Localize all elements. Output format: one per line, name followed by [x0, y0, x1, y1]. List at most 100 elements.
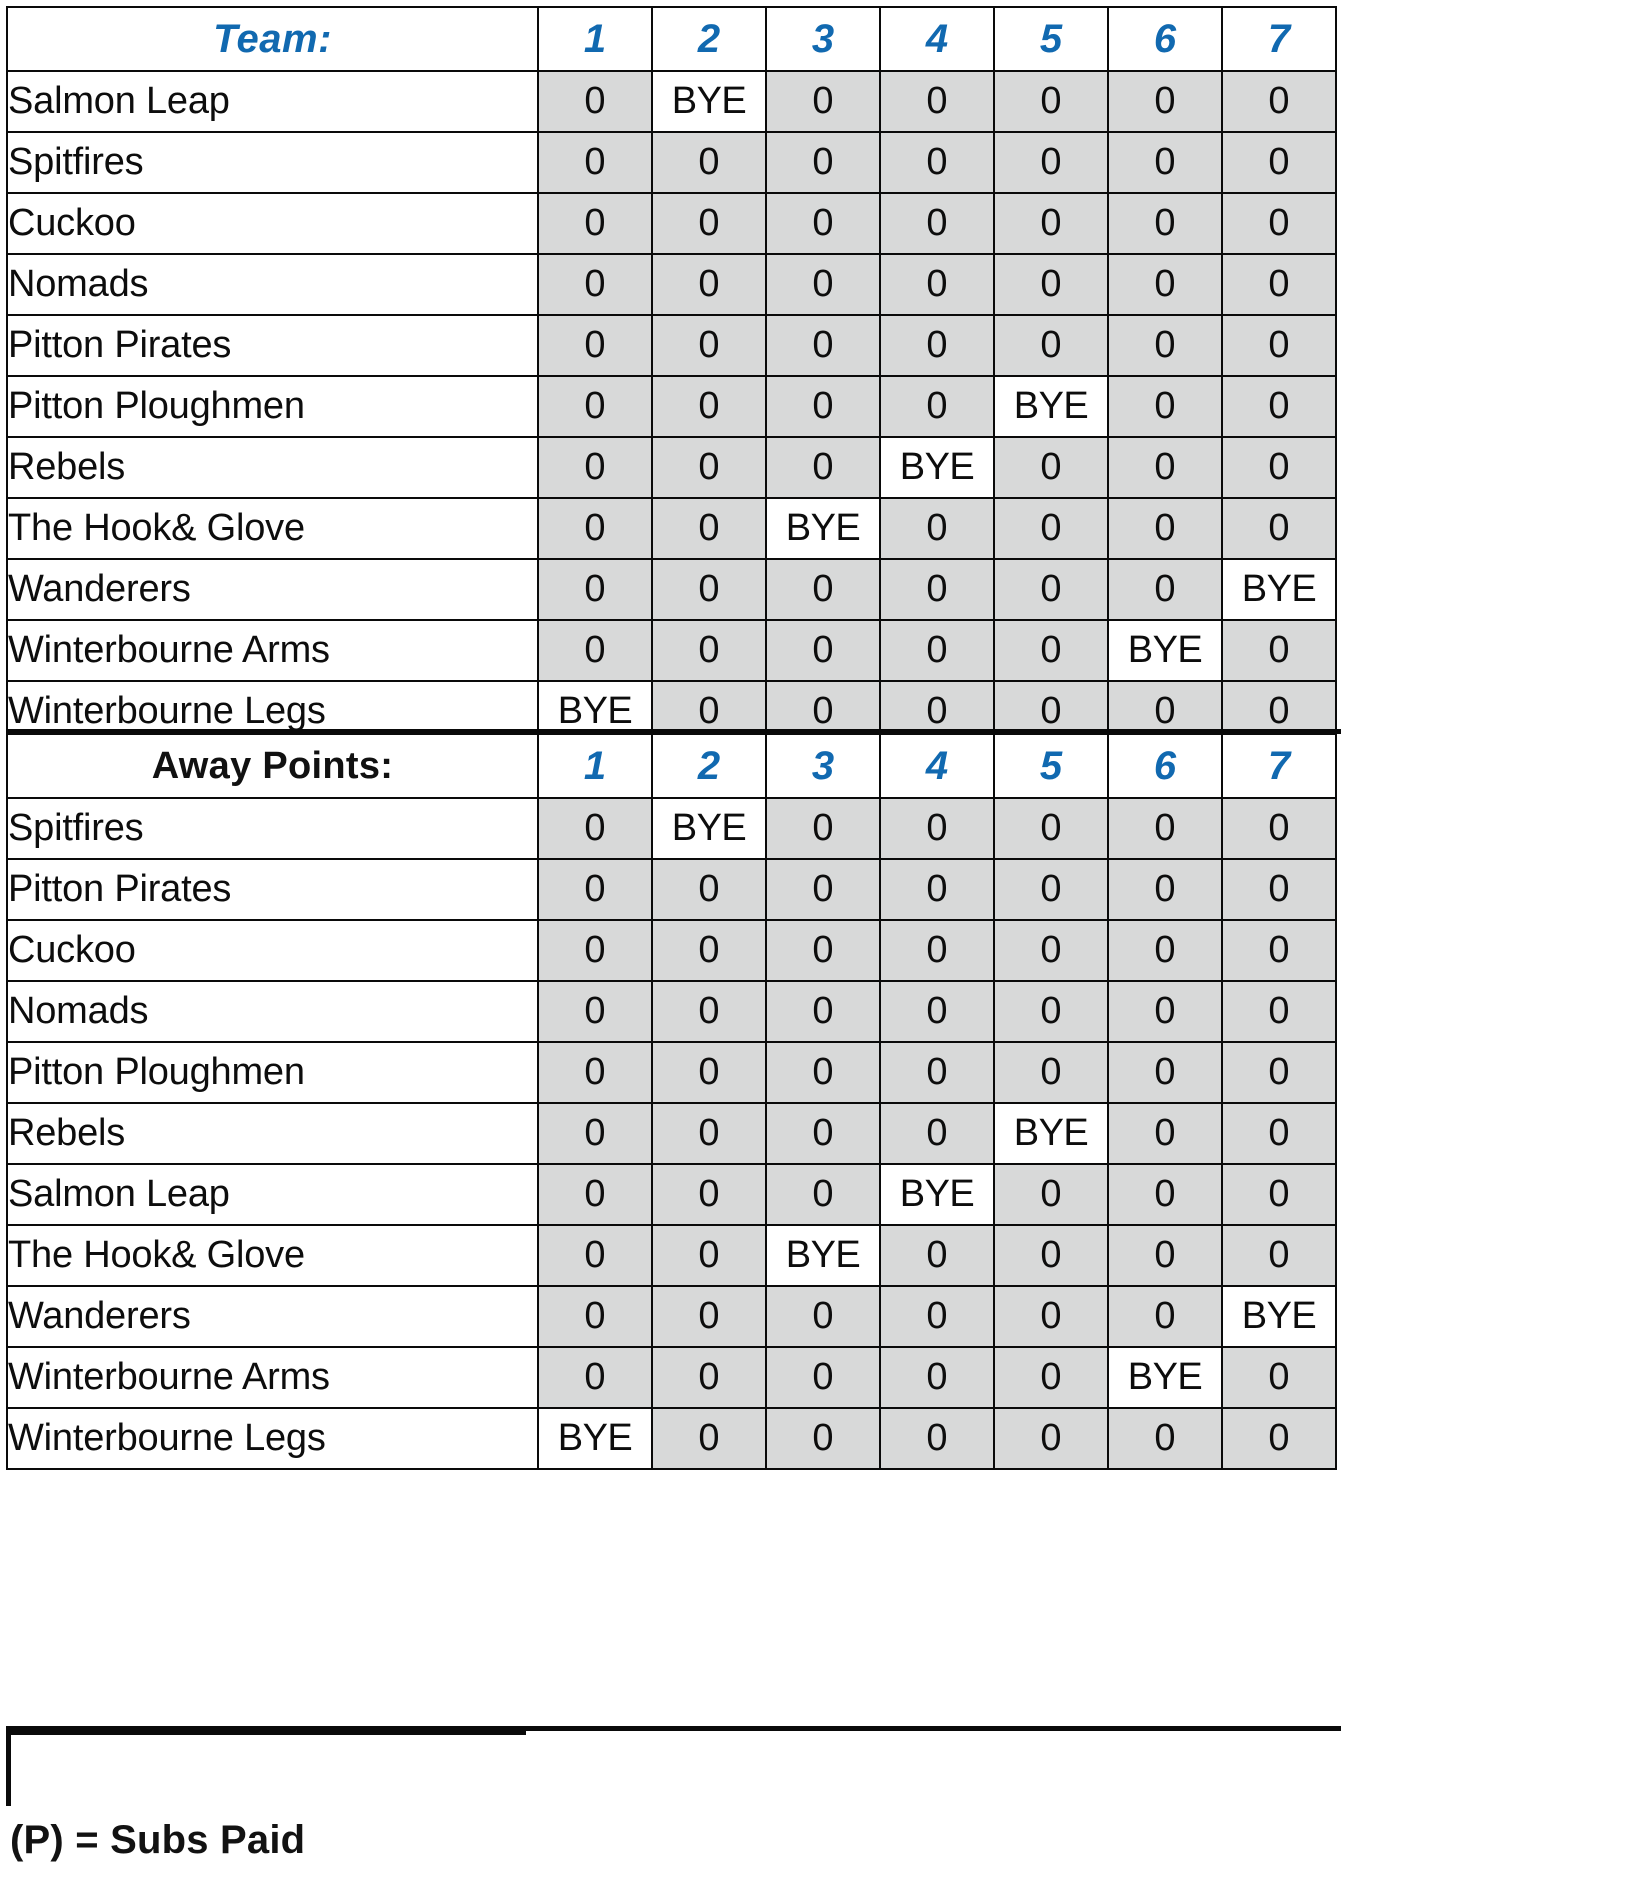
points-cell: 0: [993, 314, 1109, 377]
team-name-cell: Winterbourne Arms: [6, 619, 539, 682]
points-cell: 0: [1221, 1041, 1337, 1104]
points-cell: 0: [1221, 253, 1337, 316]
points-cell: 0: [765, 919, 881, 982]
points-cell: 0: [651, 375, 767, 438]
table-row: Salmon Leap 0 BYE 0 0 0 0 0: [6, 70, 1337, 133]
points-cell: 0: [879, 253, 995, 316]
points-cell: 0: [765, 980, 881, 1043]
points-cell: 0: [537, 558, 653, 621]
bye-cell: BYE: [993, 1102, 1109, 1165]
points-cell: 0: [879, 314, 995, 377]
table-header-row: Away Points: 1 2 3 4 5 6 7: [6, 733, 1337, 799]
points-cell: 0: [651, 619, 767, 682]
points-cell: 0: [1221, 919, 1337, 982]
points-cell: 0: [1107, 797, 1223, 860]
table-row: Winterbourne Arms 0 0 0 0 0 BYE 0: [6, 619, 1337, 682]
points-cell: 0: [651, 436, 767, 499]
team-name-cell: Nomads: [6, 253, 539, 316]
points-cell: 0: [537, 1102, 653, 1165]
away-points-table: Away Points: 1 2 3 4 5 6 7 Spitfires 0 BYE 0 0 0 0 0 Pit…: [6, 733, 1337, 1470]
subs-paid-legend: (P) = Subs Paid: [10, 1818, 306, 1862]
points-cell: 0: [993, 253, 1109, 316]
bye-cell: BYE: [879, 436, 995, 499]
points-cell: 0: [1107, 131, 1223, 194]
points-cell: 0: [993, 619, 1109, 682]
week-column-header-3: 3: [765, 733, 881, 799]
table-row: Rebels 0 0 0 0 BYE 0 0: [6, 1102, 1337, 1165]
points-cell: 0: [993, 1407, 1109, 1470]
points-cell: 0: [765, 375, 881, 438]
points-cell: 0: [537, 919, 653, 982]
section-divider-rule: [6, 729, 1341, 734]
points-cell: 0: [879, 558, 995, 621]
team-name-cell: Pitton Ploughmen: [6, 375, 539, 438]
points-cell: 0: [1107, 1407, 1223, 1470]
week-column-header-1: 1: [537, 6, 653, 72]
points-cell: 0: [1107, 375, 1223, 438]
team-name-cell: Salmon Leap: [6, 70, 539, 133]
points-cell: 0: [537, 858, 653, 921]
points-cell: 0: [537, 1041, 653, 1104]
points-cell: 0: [651, 558, 767, 621]
points-cell: 0: [765, 797, 881, 860]
team-name-cell: Cuckoo: [6, 919, 539, 982]
team-name-cell: The Hook& Glove: [6, 1224, 539, 1287]
left-margin-rule: [6, 1726, 11, 1806]
points-cell: 0: [879, 131, 995, 194]
points-cell: 0: [651, 919, 767, 982]
table-row: Pitton Ploughmen 0 0 0 0 0 0 0: [6, 1041, 1337, 1104]
points-cell: 0: [537, 619, 653, 682]
points-cell: 0: [1221, 497, 1337, 560]
week-column-header-2: 2: [651, 733, 767, 799]
points-cell: 0: [1107, 1041, 1223, 1104]
week-column-header-4: 4: [879, 733, 995, 799]
team-name-cell: Pitton Pirates: [6, 314, 539, 377]
points-cell: 0: [1221, 375, 1337, 438]
points-cell: 0: [537, 1285, 653, 1348]
points-cell: 0: [765, 192, 881, 255]
table-row: Pitton Pirates 0 0 0 0 0 0 0: [6, 314, 1337, 377]
team-name-cell: Rebels: [6, 1102, 539, 1165]
bye-cell: BYE: [1107, 1346, 1223, 1409]
points-cell: 0: [651, 980, 767, 1043]
points-cell: 0: [537, 1163, 653, 1226]
points-cell: 0: [1107, 497, 1223, 560]
points-cell: 0: [765, 1041, 881, 1104]
points-cell: 0: [879, 980, 995, 1043]
home-points-body: Team: 1 2 3 4 5 6 7 Salmon Leap 0 BYE 0 0 0 0 0 Spitfire…: [6, 6, 1337, 743]
points-cell: 0: [1221, 858, 1337, 921]
points-cell: 0: [879, 497, 995, 560]
points-cell: 0: [537, 436, 653, 499]
table-row: Nomads 0 0 0 0 0 0 0: [6, 980, 1337, 1043]
team-name-cell: The Hook& Glove: [6, 497, 539, 560]
team-name-cell: Cuckoo: [6, 192, 539, 255]
table-row: Salmon Leap 0 0 0 BYE 0 0 0: [6, 1163, 1337, 1226]
points-cell: 0: [651, 1224, 767, 1287]
points-cell: 0: [537, 70, 653, 133]
points-cell: 0: [651, 1346, 767, 1409]
points-cell: 0: [537, 192, 653, 255]
home-points-table: Team: 1 2 3 4 5 6 7 Salmon Leap 0 BYE 0 0 0 0 0 Spitfire…: [6, 6, 1337, 743]
points-cell: 0: [765, 1407, 881, 1470]
points-cell: 0: [993, 558, 1109, 621]
points-cell: 0: [879, 858, 995, 921]
team-name-cell: Pitton Pirates: [6, 858, 539, 921]
week-column-header-7: 7: [1221, 733, 1337, 799]
points-cell: 0: [651, 497, 767, 560]
points-cell: 0: [993, 1163, 1109, 1226]
week-column-header-5: 5: [993, 6, 1109, 72]
points-cell: 0: [1107, 70, 1223, 133]
points-cell: 0: [651, 192, 767, 255]
table-row: Winterbourne Legs BYE 0 0 0 0 0 0: [6, 1407, 1337, 1470]
table-row: Spitfires 0 BYE 0 0 0 0 0: [6, 797, 1337, 860]
points-cell: 0: [765, 131, 881, 194]
bye-cell: BYE: [1107, 619, 1223, 682]
team-name-cell: Wanderers: [6, 558, 539, 621]
points-cell: 0: [1221, 314, 1337, 377]
points-cell: 0: [765, 436, 881, 499]
bye-cell: BYE: [651, 797, 767, 860]
points-cell: 0: [765, 858, 881, 921]
table-row: Rebels 0 0 0 BYE 0 0 0: [6, 436, 1337, 499]
points-cell: 0: [651, 131, 767, 194]
